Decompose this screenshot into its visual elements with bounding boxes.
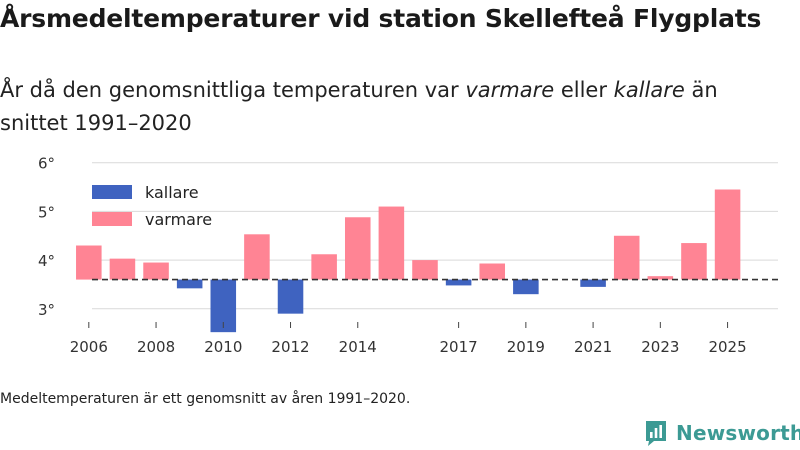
newsworthy-logo-text: Newsworthy [676, 421, 800, 445]
legend-swatch-varmare [92, 212, 132, 226]
legend-swatch-kallare [92, 185, 132, 199]
y-tick-label: 4° [38, 252, 55, 270]
newsworthy-logo-icon [646, 421, 666, 446]
y-tick-label: 6° [38, 155, 55, 173]
x-tick-label: 2010 [204, 338, 242, 356]
bar-2008 [143, 262, 169, 280]
subtitle-colder-word: kallare [613, 78, 685, 102]
newsworthy-logo[interactable]: Newsworthy [644, 418, 800, 448]
subtitle-text-1: År då den genomsnittliga temperaturen va… [0, 78, 466, 102]
x-tick-label: 2012 [271, 338, 309, 356]
bar-2007 [109, 258, 136, 280]
bar-2024 [681, 243, 707, 280]
bar-2016 [412, 260, 438, 280]
bar-2011 [244, 234, 270, 280]
x-tick-label: 2017 [440, 338, 478, 356]
legend-label-kallare: kallare [145, 183, 199, 202]
bar-2022 [613, 235, 640, 280]
subtitle-warmer-word: varmare [465, 78, 555, 102]
bar-2019 [513, 279, 539, 295]
x-tick-label: 2023 [641, 338, 679, 356]
bar-2018 [479, 263, 506, 280]
bar-2021 [580, 279, 606, 287]
bar-2012 [277, 279, 304, 314]
footnote: Medeltemperaturen är ett genomsnitt av å… [0, 391, 411, 407]
bar-2023 [647, 276, 674, 280]
bar-2017 [445, 279, 472, 286]
bar-2013 [311, 254, 337, 280]
legend-label-varmare: varmare [145, 210, 212, 229]
bar-chart: 3° 4° 5° 6° 2006 2008 2010 2012 2014 2017 2019 2021… [38, 155, 778, 356]
x-tick-label: 2008 [137, 338, 175, 356]
bar-2015 [378, 206, 405, 280]
y-tick-label: 3° [38, 301, 55, 319]
bar-2025 [714, 189, 741, 280]
x-tick-label: 2019 [507, 338, 545, 356]
x-tick-label: 2014 [339, 338, 377, 356]
chart-subtitle: År då den genomsnittliga temperaturen va… [0, 74, 780, 140]
bar-2006 [76, 245, 102, 280]
x-tick-label: 2025 [708, 338, 746, 356]
bar-2014 [344, 217, 371, 280]
bar-2009 [176, 279, 203, 289]
x-tick-label: 2021 [574, 338, 612, 356]
subtitle-text-3: än snittet 1991–2020 [0, 78, 718, 135]
chart-title: Årsmedeltemperaturer vid station Skellef… [0, 4, 762, 33]
subtitle-text-2: eller [554, 78, 614, 102]
y-tick-label: 5° [38, 203, 55, 221]
x-tick-label: 2006 [70, 338, 108, 356]
